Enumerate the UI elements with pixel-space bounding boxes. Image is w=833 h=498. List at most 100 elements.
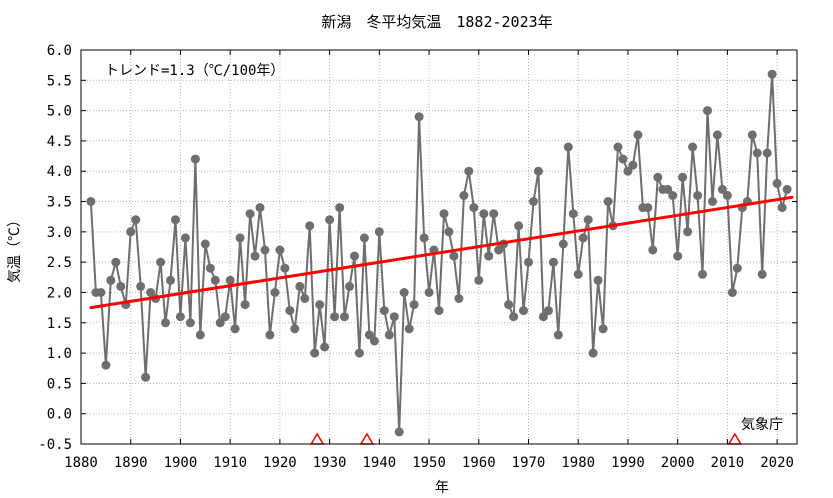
data-point <box>747 130 757 140</box>
data-point <box>171 215 180 225</box>
series-temperature <box>86 69 792 437</box>
x-tick-label: 1980 <box>561 455 595 471</box>
data-point <box>668 191 678 200</box>
data-point <box>633 130 643 140</box>
data-point <box>106 275 116 285</box>
data-point <box>494 245 504 255</box>
data-point <box>345 281 354 291</box>
x-tick-label: 1940 <box>362 455 396 471</box>
data-point <box>245 209 255 219</box>
data-point <box>285 306 295 316</box>
x-tick-label: 1890 <box>114 455 148 471</box>
y-tick-label: -0.5 <box>38 437 72 453</box>
data-point <box>588 348 598 358</box>
data-point <box>563 142 573 152</box>
chart-title: 新潟 冬平均気温 1882-2023年 <box>321 13 552 31</box>
data-point <box>578 233 588 243</box>
data-point <box>161 318 170 328</box>
data-point <box>190 154 200 164</box>
data-point <box>678 172 688 182</box>
data-point <box>598 324 608 334</box>
data-point <box>126 227 136 237</box>
data-point <box>374 227 384 237</box>
data-point <box>101 360 111 370</box>
data-point <box>320 342 330 352</box>
data-point <box>533 166 543 176</box>
data-point <box>384 330 394 340</box>
data-point <box>568 209 578 219</box>
y-tick-label: 0.5 <box>47 376 72 392</box>
data-point <box>732 263 742 273</box>
data-point <box>752 148 762 158</box>
data-point <box>434 306 444 316</box>
x-tick-label: 1990 <box>611 455 645 471</box>
data-point <box>469 203 479 213</box>
data-point <box>504 300 514 310</box>
trend-label: トレンド=1.3（℃/100年） <box>105 63 284 79</box>
y-tick-label: 1.5 <box>47 316 72 332</box>
data-point <box>166 275 175 285</box>
x-tick-label: 1930 <box>313 455 347 471</box>
axis-ticks: -0.5 0.0 0.5 1.0 1.5 2.0 2.5 3.0 3.5 4.0 4.5 5.0 5.5… <box>38 43 797 471</box>
data-point <box>573 269 583 279</box>
data-point <box>519 306 528 316</box>
data-point <box>250 251 260 261</box>
data-point <box>459 191 469 200</box>
data-point <box>628 160 638 170</box>
data-point <box>439 209 449 219</box>
data-point <box>727 288 737 297</box>
data-point <box>270 288 280 297</box>
data-point <box>290 324 300 334</box>
y-tick-label: 1.0 <box>47 346 72 362</box>
data-point <box>404 324 414 334</box>
x-axis-label: 年 <box>435 480 449 496</box>
data-point <box>454 294 464 303</box>
data-point <box>394 427 404 437</box>
data-point <box>623 166 633 176</box>
data-point <box>111 257 121 267</box>
data-point <box>653 172 663 182</box>
data-point <box>280 263 290 273</box>
y-tick-label: 2.0 <box>47 285 72 301</box>
x-tick-label: 1960 <box>462 455 496 471</box>
plot-frame <box>80 49 798 445</box>
data-point <box>379 306 389 316</box>
data-point <box>484 251 494 261</box>
x-tick-label: 1950 <box>412 455 446 471</box>
data-point <box>489 209 499 219</box>
x-tick-label: 1920 <box>263 455 297 471</box>
data-point <box>474 275 484 285</box>
data-point <box>215 318 225 328</box>
data-point <box>335 203 345 213</box>
x-tick-label: 2000 <box>661 455 695 471</box>
data-point <box>529 197 538 206</box>
data-point <box>225 275 235 285</box>
data-point <box>762 148 772 158</box>
y-tick-label: 4.5 <box>47 134 72 150</box>
data-point <box>180 233 190 243</box>
data-point <box>340 312 349 322</box>
data-point <box>205 263 215 273</box>
data-point <box>524 257 533 267</box>
data-point <box>136 281 146 291</box>
data-point <box>364 330 374 340</box>
triangle-marker <box>727 432 743 445</box>
data-point <box>240 300 250 310</box>
data-point <box>558 239 568 249</box>
data-point <box>424 288 434 297</box>
data-point <box>409 300 419 310</box>
data-point <box>514 221 524 231</box>
data-point <box>663 184 673 194</box>
data-point <box>260 245 270 255</box>
data-point <box>593 275 603 285</box>
x-tick-label: 1900 <box>164 455 198 471</box>
data-point <box>399 288 409 297</box>
data-point <box>673 251 683 261</box>
data-point <box>354 348 364 358</box>
data-point <box>210 275 220 285</box>
data-point <box>618 154 628 164</box>
data-point <box>96 288 106 297</box>
data-point <box>275 245 285 255</box>
data-point <box>782 184 792 194</box>
